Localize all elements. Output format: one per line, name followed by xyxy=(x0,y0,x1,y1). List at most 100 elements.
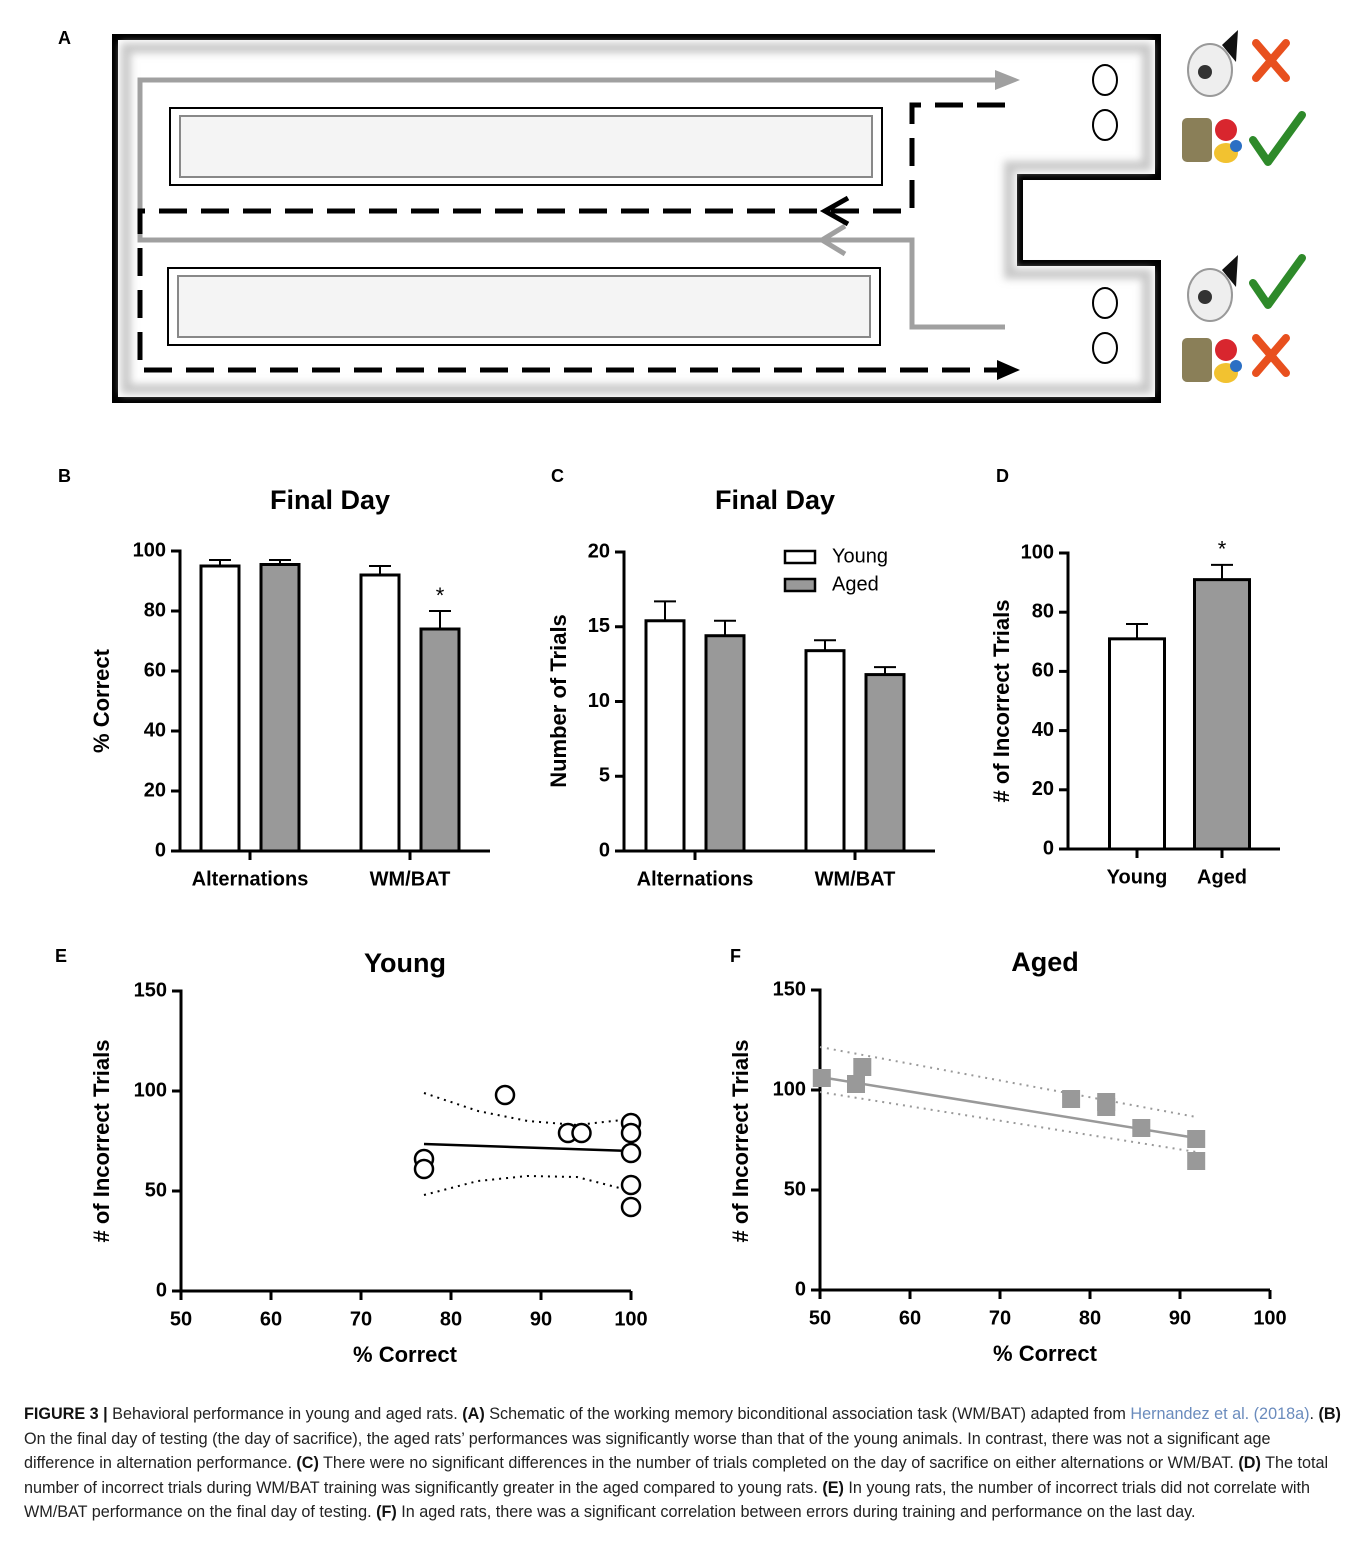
x-tick-label: Alternations xyxy=(637,868,754,890)
y-tick-label: 10 xyxy=(588,690,610,712)
y-tick-label: 150 xyxy=(773,978,806,1000)
chart-title: Final Day xyxy=(715,485,835,515)
check-mark xyxy=(1253,258,1302,305)
object-owl xyxy=(1188,255,1238,321)
significance-marker: * xyxy=(1218,537,1227,562)
x-tick-label: 60 xyxy=(899,1307,921,1329)
y-tick-label: 20 xyxy=(1032,778,1054,800)
data-point xyxy=(853,1058,871,1076)
caption-panel: (F) xyxy=(376,1503,397,1521)
data-point xyxy=(813,1069,831,1087)
y-tick-label: 50 xyxy=(145,1179,167,1201)
y-tick-label: 5 xyxy=(599,765,610,787)
data-point xyxy=(622,1124,640,1142)
bar xyxy=(261,565,299,852)
caption-text: In aged rats, there was a significant co… xyxy=(397,1503,1196,1521)
panel-label: E xyxy=(55,946,67,966)
data-point xyxy=(1187,1130,1205,1148)
maze-diagram: A xyxy=(58,28,1302,400)
x-axis-label: % Correct xyxy=(353,1342,458,1367)
panel-label: F xyxy=(730,946,741,966)
y-tick-label: 40 xyxy=(144,719,166,741)
object-owl xyxy=(1188,30,1238,96)
x-tick-label: 70 xyxy=(350,1308,372,1330)
y-tick-label: 80 xyxy=(1032,600,1054,622)
bar xyxy=(806,651,844,851)
bar xyxy=(706,636,744,851)
y-axis-label: % Correct xyxy=(89,648,114,753)
data-point xyxy=(622,1144,640,1162)
x-tick-label: 80 xyxy=(1079,1307,1101,1329)
chart-title: Young xyxy=(364,948,446,978)
x-tick-label: 80 xyxy=(440,1308,462,1330)
object-brick-bird xyxy=(1182,118,1242,163)
x-tick-label: 100 xyxy=(614,1308,647,1330)
bar xyxy=(201,566,239,851)
bar xyxy=(361,575,399,851)
bar xyxy=(1195,580,1250,849)
cross-mark xyxy=(1256,43,1286,78)
caption-text: Schematic of the working memory bicondit… xyxy=(485,1405,1131,1423)
x-tick-label: 90 xyxy=(530,1308,552,1330)
y-tick-label: 100 xyxy=(134,1079,167,1101)
figure: A xyxy=(0,0,1358,1400)
y-axis-label: # of Incorrect Trials xyxy=(89,1040,114,1243)
y-axis-label: Number of Trials xyxy=(546,614,571,788)
caption-panel: (E) xyxy=(822,1479,844,1497)
bar xyxy=(646,621,684,851)
x-tick-label: WM/BAT xyxy=(815,868,896,890)
caption-panel: (A) xyxy=(462,1405,484,1423)
x-axis-label: % Correct xyxy=(993,1341,1098,1366)
regression-line xyxy=(424,1144,631,1151)
y-tick-label: 60 xyxy=(144,659,166,681)
cross-mark xyxy=(1256,338,1286,373)
confidence-band-upper xyxy=(424,1093,631,1125)
bar xyxy=(1110,639,1165,849)
y-tick-label: 0 xyxy=(1043,837,1054,859)
significance-marker: * xyxy=(436,583,445,608)
panel-label: A xyxy=(58,28,71,48)
data-point xyxy=(1097,1098,1115,1116)
food-well xyxy=(1093,65,1117,95)
y-tick-label: 20 xyxy=(588,540,610,562)
x-tick-label: 90 xyxy=(1169,1307,1191,1329)
data-point xyxy=(1187,1152,1205,1170)
y-tick-label: 80 xyxy=(144,599,166,621)
y-tick-label: 100 xyxy=(773,1078,806,1100)
data-point xyxy=(573,1124,591,1142)
data-point xyxy=(847,1075,865,1093)
y-tick-label: 15 xyxy=(588,615,610,637)
y-tick-label: 100 xyxy=(1021,541,1054,563)
caption-panel: (D) xyxy=(1238,1454,1260,1472)
caption-label: FIGURE 3 | xyxy=(24,1405,108,1423)
panel-label: D xyxy=(996,466,1009,486)
food-well xyxy=(1093,333,1117,363)
panel-label: C xyxy=(551,466,564,486)
x-tick-label: Aged xyxy=(1197,866,1247,888)
legend-swatch xyxy=(785,579,815,591)
x-tick-label: Alternations xyxy=(192,868,309,890)
x-tick-label: 50 xyxy=(170,1308,192,1330)
caption-text: There were no significant differences in… xyxy=(319,1454,1239,1472)
confidence-band-lower xyxy=(424,1176,631,1195)
y-tick-label: 20 xyxy=(144,779,166,801)
bar xyxy=(421,629,459,851)
x-tick-label: Young xyxy=(1107,866,1168,888)
y-tick-label: 0 xyxy=(795,1278,806,1300)
y-tick-label: 0 xyxy=(599,839,610,861)
maze-wall-inner xyxy=(178,276,870,337)
legend-label: Young xyxy=(832,545,888,567)
figure-caption: FIGURE 3 | Behavioral performance in you… xyxy=(24,1402,1342,1525)
caption-reference[interactable]: Hernandez et al. (2018a) xyxy=(1130,1405,1309,1423)
data-point xyxy=(415,1160,433,1178)
panel-label: B xyxy=(58,466,71,486)
x-tick-label: 50 xyxy=(809,1307,831,1329)
data-point xyxy=(622,1198,640,1216)
chart-panel: C Final Day Number of Trials 0 5 10 15 20 Altern… xyxy=(546,466,935,891)
chart-title: Final Day xyxy=(270,485,390,515)
y-tick-label: 150 xyxy=(134,979,167,1001)
y-axis-label: # of Incorrect Trials xyxy=(728,1040,753,1243)
